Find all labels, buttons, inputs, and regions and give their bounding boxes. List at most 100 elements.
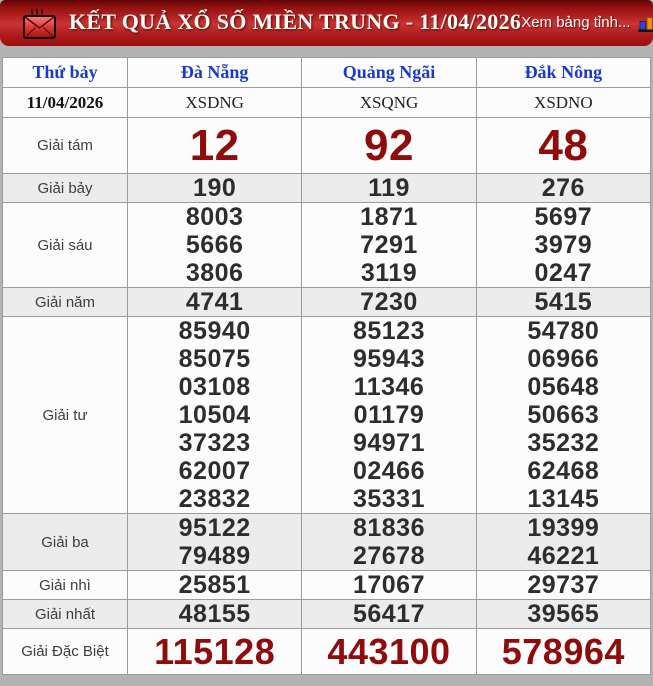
prize-values-cell: 578964 (475, 628, 652, 675)
prize-number: 05648 (527, 373, 600, 401)
prize-row: Giải năm 4741 7230 5415 (2, 287, 652, 317)
prize-number: 1871 (360, 203, 418, 231)
prize-values-cell: 85123 95943 11346 01179 94971 02466 35331 (301, 316, 477, 514)
prize-number: 95943 (352, 345, 425, 373)
prize-values-cell: 29737 (475, 570, 652, 600)
prize-body: Giải tám 12 92 48 Giải bảy 190 119 276 Giải sáu 8… (2, 117, 652, 675)
prize-number: 29737 (527, 571, 600, 599)
prize-label: Giải nhì (2, 570, 128, 600)
prize-number: 115128 (154, 631, 276, 672)
prize-number: 8003 (185, 203, 244, 231)
prize-values-cell: 7230 (301, 287, 477, 317)
prize-number: 48 (538, 121, 589, 170)
prize-values-cell: 48 (475, 117, 652, 174)
prize-number: 0247 (534, 259, 593, 287)
prize-values-cell: 5697 3979 0247 (475, 202, 652, 288)
prize-values-cell: 4741 (126, 287, 303, 317)
prize-row: Giải nhất 48155 56417 39565 (2, 599, 652, 629)
prize-label: Giải tư (2, 316, 128, 514)
day-header: Thứ bảy (2, 57, 128, 88)
prize-number: 92 (364, 121, 414, 170)
prize-values-cell: 5415 (475, 287, 652, 317)
lottery-code: XSDNO (475, 87, 652, 118)
prize-label: Giải bảy (2, 173, 128, 203)
prize-number: 27678 (352, 542, 425, 570)
prize-label: Giải ba (2, 513, 128, 571)
prize-number: 06966 (527, 345, 600, 373)
envelope-icon (22, 5, 58, 41)
prize-values-cell: 48155 (126, 599, 303, 629)
prize-label: Giải tám (2, 117, 128, 174)
prize-values-cell: 119 (301, 173, 477, 203)
page-title: KẾT QUẢ XỔ SỐ MIỀN TRUNG - 11/04/2026 (69, 9, 522, 34)
prize-values-cell: 39565 (475, 599, 652, 629)
prize-row: Giải tư 85940 85075 03108 10504 37323 62007 238… (2, 316, 652, 514)
prize-number: 01179 (353, 401, 425, 429)
prize-label: Giải nhất (2, 599, 128, 629)
prize-number: 02466 (352, 457, 425, 485)
view-link-label: Xem bảng tỉnh... (521, 13, 631, 31)
prize-number: 48155 (178, 600, 251, 628)
prize-number: 94971 (352, 429, 425, 457)
prize-values-cell: 190 (126, 173, 303, 203)
prize-number: 10504 (178, 401, 251, 429)
prize-values-cell: 85940 85075 03108 10504 37323 62007 23832 (126, 316, 303, 514)
view-province-table-link[interactable]: Xem bảng tỉnh... (521, 11, 653, 33)
prize-number: 3979 (534, 231, 593, 259)
prize-number: 85940 (178, 317, 251, 345)
prize-number: 119 (368, 174, 410, 202)
prize-number: 35331 (352, 485, 425, 513)
header-bar: KẾT QUẢ XỔ SỐ MIỀN TRUNG - 11/04/2026 Xe… (0, 0, 653, 46)
prize-values-cell: 1871 7291 3119 (301, 202, 477, 288)
prize-number: 25851 (178, 571, 251, 599)
prize-number: 3806 (185, 259, 244, 287)
prize-number: 56417 (352, 600, 425, 628)
prize-number: 50663 (527, 401, 600, 429)
draw-date: 11/04/2026 (2, 87, 128, 118)
prize-values-cell: 81836 27678 (301, 513, 477, 571)
prize-number: 4741 (185, 288, 244, 316)
prize-number: 37323 (178, 429, 251, 457)
prize-number: 5666 (185, 231, 244, 259)
prize-row: Giải bảy 190 119 276 (2, 173, 652, 203)
prize-number: 85123 (352, 317, 425, 345)
prize-number: 79489 (178, 542, 251, 570)
lottery-code: XSQNG (301, 87, 477, 118)
prize-number: 03108 (178, 373, 251, 401)
prize-values-cell: 12 (126, 117, 303, 174)
province-header-1[interactable]: Quảng Ngãi (301, 57, 477, 88)
prize-number: 39565 (527, 600, 600, 628)
prize-number: 443100 (327, 631, 451, 672)
prize-row: Giải ba 95122 79489 81836 27678 19399 46221 (2, 513, 652, 571)
lottery-code: XSDNG (126, 87, 303, 118)
prize-row: Giải sáu 8003 5666 3806 1871 7291 3119 5697 3979… (2, 202, 652, 288)
prize-number: 5415 (534, 288, 593, 316)
prize-label: Giải Đặc Biệt (2, 628, 128, 675)
prize-number: 17067 (352, 571, 425, 599)
prize-values-cell: 276 (475, 173, 652, 203)
prize-number: 12 (189, 121, 240, 170)
province-header-row: Thứ bảy Đà Nẵng Quảng Ngãi Đắk Nông (2, 57, 652, 88)
prize-number: 5697 (534, 203, 593, 231)
prize-number: 13145 (527, 485, 600, 513)
province-header-0[interactable]: Đà Nẵng (126, 57, 303, 88)
code-row: 11/04/2026 XSDNG XSQNG XSDNO (2, 87, 652, 118)
results-table: Thứ bảy Đà Nẵng Quảng Ngãi Đắk Nông 11/04/… (2, 57, 652, 675)
prize-number: 276 (541, 174, 585, 202)
prize-number: 7291 (360, 231, 418, 259)
prize-values-cell: 8003 5666 3806 (126, 202, 303, 288)
prize-number: 62007 (178, 457, 251, 485)
prize-number: 190 (193, 174, 237, 202)
prize-values-cell: 92 (301, 117, 477, 174)
prize-row: Giải Đặc Biệt 115128 443100 578964 (2, 628, 652, 675)
prize-number: 23832 (178, 485, 251, 513)
prize-number: 85075 (178, 345, 251, 373)
prize-number: 54780 (527, 317, 600, 345)
prize-number: 11346 (353, 373, 425, 401)
prize-number: 81836 (352, 514, 425, 542)
prize-values-cell: 54780 06966 05648 50663 35232 62468 13145 (475, 316, 652, 514)
prize-number: 46221 (527, 542, 600, 570)
province-header-2[interactable]: Đắk Nông (475, 57, 652, 88)
prize-label: Giải năm (2, 287, 128, 317)
